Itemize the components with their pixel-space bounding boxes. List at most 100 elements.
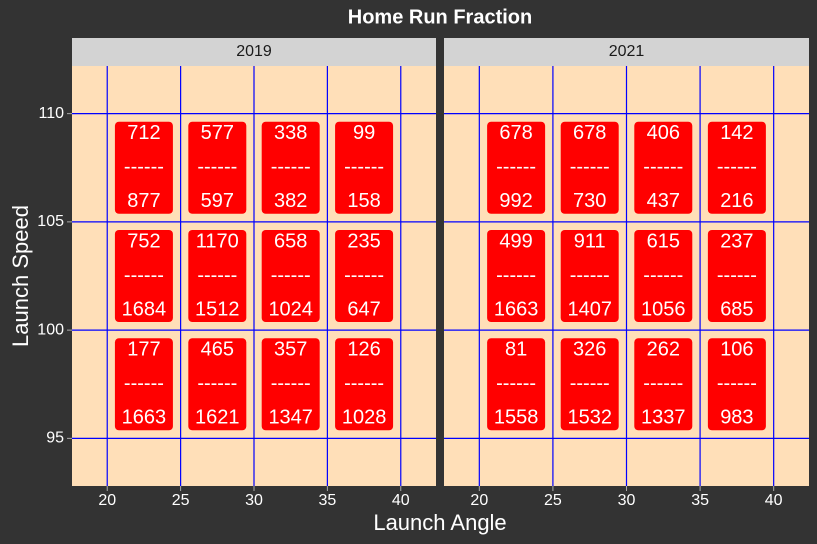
numerator: 357 bbox=[274, 339, 307, 361]
separator: ------ bbox=[643, 264, 683, 286]
numerator: 577 bbox=[201, 122, 234, 144]
denominator: 1512 bbox=[195, 298, 240, 320]
separator: ------ bbox=[344, 156, 384, 178]
numerator: 406 bbox=[647, 122, 680, 144]
separator: ------ bbox=[124, 156, 164, 178]
label-box bbox=[487, 338, 546, 431]
label-box bbox=[707, 338, 766, 431]
numerator: 142 bbox=[720, 122, 753, 144]
label-box bbox=[487, 121, 546, 214]
x-tick-label: 25 bbox=[172, 492, 190, 509]
denominator: 685 bbox=[720, 298, 753, 320]
y-tick-label: 100 bbox=[37, 321, 64, 338]
denominator: 983 bbox=[720, 407, 753, 429]
numerator: 106 bbox=[720, 339, 753, 361]
denominator: 1024 bbox=[268, 298, 313, 320]
numerator: 499 bbox=[499, 230, 532, 252]
denominator: 992 bbox=[499, 190, 532, 212]
x-tick-label: 25 bbox=[544, 492, 562, 509]
label-box bbox=[261, 230, 320, 322]
facet-label: 2019 bbox=[236, 43, 272, 60]
y-tick-label: 95 bbox=[46, 430, 64, 447]
x-tick-label: 35 bbox=[318, 492, 336, 509]
numerator: 235 bbox=[347, 230, 380, 252]
numerator: 262 bbox=[647, 339, 680, 361]
denominator: 597 bbox=[201, 190, 234, 212]
y-tick-label: 110 bbox=[38, 105, 64, 122]
label-box bbox=[634, 121, 693, 214]
x-tick-label: 30 bbox=[618, 492, 636, 509]
separator: ------ bbox=[570, 373, 610, 395]
label-box bbox=[560, 230, 619, 322]
separator: ------ bbox=[271, 264, 311, 286]
denominator: 1028 bbox=[342, 407, 387, 429]
label-box bbox=[261, 121, 320, 214]
label-box bbox=[560, 121, 619, 214]
separator: ------ bbox=[197, 373, 237, 395]
denominator: 1056 bbox=[641, 298, 686, 320]
separator: ------ bbox=[124, 373, 164, 395]
numerator: 99 bbox=[353, 122, 375, 144]
y-tick-label: 105 bbox=[37, 213, 64, 230]
separator: ------ bbox=[643, 373, 683, 395]
separator: ------ bbox=[643, 156, 683, 178]
numerator: 126 bbox=[347, 339, 380, 361]
label-box bbox=[261, 338, 320, 431]
x-axis-label: Launch Angle bbox=[373, 510, 506, 535]
label-box bbox=[634, 338, 693, 431]
denominator: 1532 bbox=[567, 407, 612, 429]
label-box bbox=[560, 338, 619, 431]
numerator: 712 bbox=[127, 122, 160, 144]
label-box bbox=[188, 338, 247, 431]
x-tick-label: 20 bbox=[98, 492, 116, 509]
label-box bbox=[114, 338, 173, 431]
facet-label: 2021 bbox=[609, 43, 645, 60]
strip bbox=[72, 38, 436, 66]
separator: ------ bbox=[496, 264, 536, 286]
denominator: 647 bbox=[347, 298, 380, 320]
separator: ------ bbox=[496, 156, 536, 178]
numerator: 752 bbox=[127, 230, 160, 252]
denominator: 216 bbox=[720, 190, 753, 212]
numerator: 678 bbox=[573, 122, 606, 144]
separator: ------ bbox=[496, 373, 536, 395]
label-box bbox=[487, 230, 546, 322]
separator: ------ bbox=[344, 373, 384, 395]
denominator: 437 bbox=[647, 190, 680, 212]
x-tick-label: 20 bbox=[470, 492, 488, 509]
label-box bbox=[634, 230, 693, 322]
numerator: 1170 bbox=[196, 230, 239, 252]
label-box bbox=[707, 121, 766, 214]
numerator: 326 bbox=[573, 339, 606, 361]
separator: ------ bbox=[717, 156, 757, 178]
numerator: 911 bbox=[574, 230, 606, 252]
strip bbox=[444, 38, 809, 66]
denominator: 1663 bbox=[122, 407, 167, 429]
label-box bbox=[114, 230, 173, 322]
denominator: 730 bbox=[573, 190, 606, 212]
label-box bbox=[335, 230, 394, 322]
x-tick-label: 40 bbox=[392, 492, 410, 509]
numerator: 81 bbox=[505, 339, 527, 361]
label-box bbox=[114, 121, 173, 214]
numerator: 177 bbox=[127, 339, 160, 361]
numerator: 658 bbox=[274, 230, 307, 252]
denominator: 382 bbox=[274, 190, 307, 212]
label-box bbox=[335, 338, 394, 431]
numerator: 678 bbox=[499, 122, 532, 144]
x-tick-label: 35 bbox=[691, 492, 709, 509]
denominator: 1684 bbox=[122, 298, 167, 320]
separator: ------ bbox=[570, 156, 610, 178]
separator: ------ bbox=[197, 156, 237, 178]
denominator: 1558 bbox=[494, 407, 539, 429]
separator: ------ bbox=[570, 264, 610, 286]
numerator: 465 bbox=[201, 339, 234, 361]
numerator: 338 bbox=[274, 122, 307, 144]
separator: ------ bbox=[717, 264, 757, 286]
denominator: 1337 bbox=[641, 407, 686, 429]
denominator: 1663 bbox=[494, 298, 539, 320]
separator: ------ bbox=[344, 264, 384, 286]
label-box bbox=[188, 121, 247, 214]
denominator: 1347 bbox=[268, 407, 313, 429]
